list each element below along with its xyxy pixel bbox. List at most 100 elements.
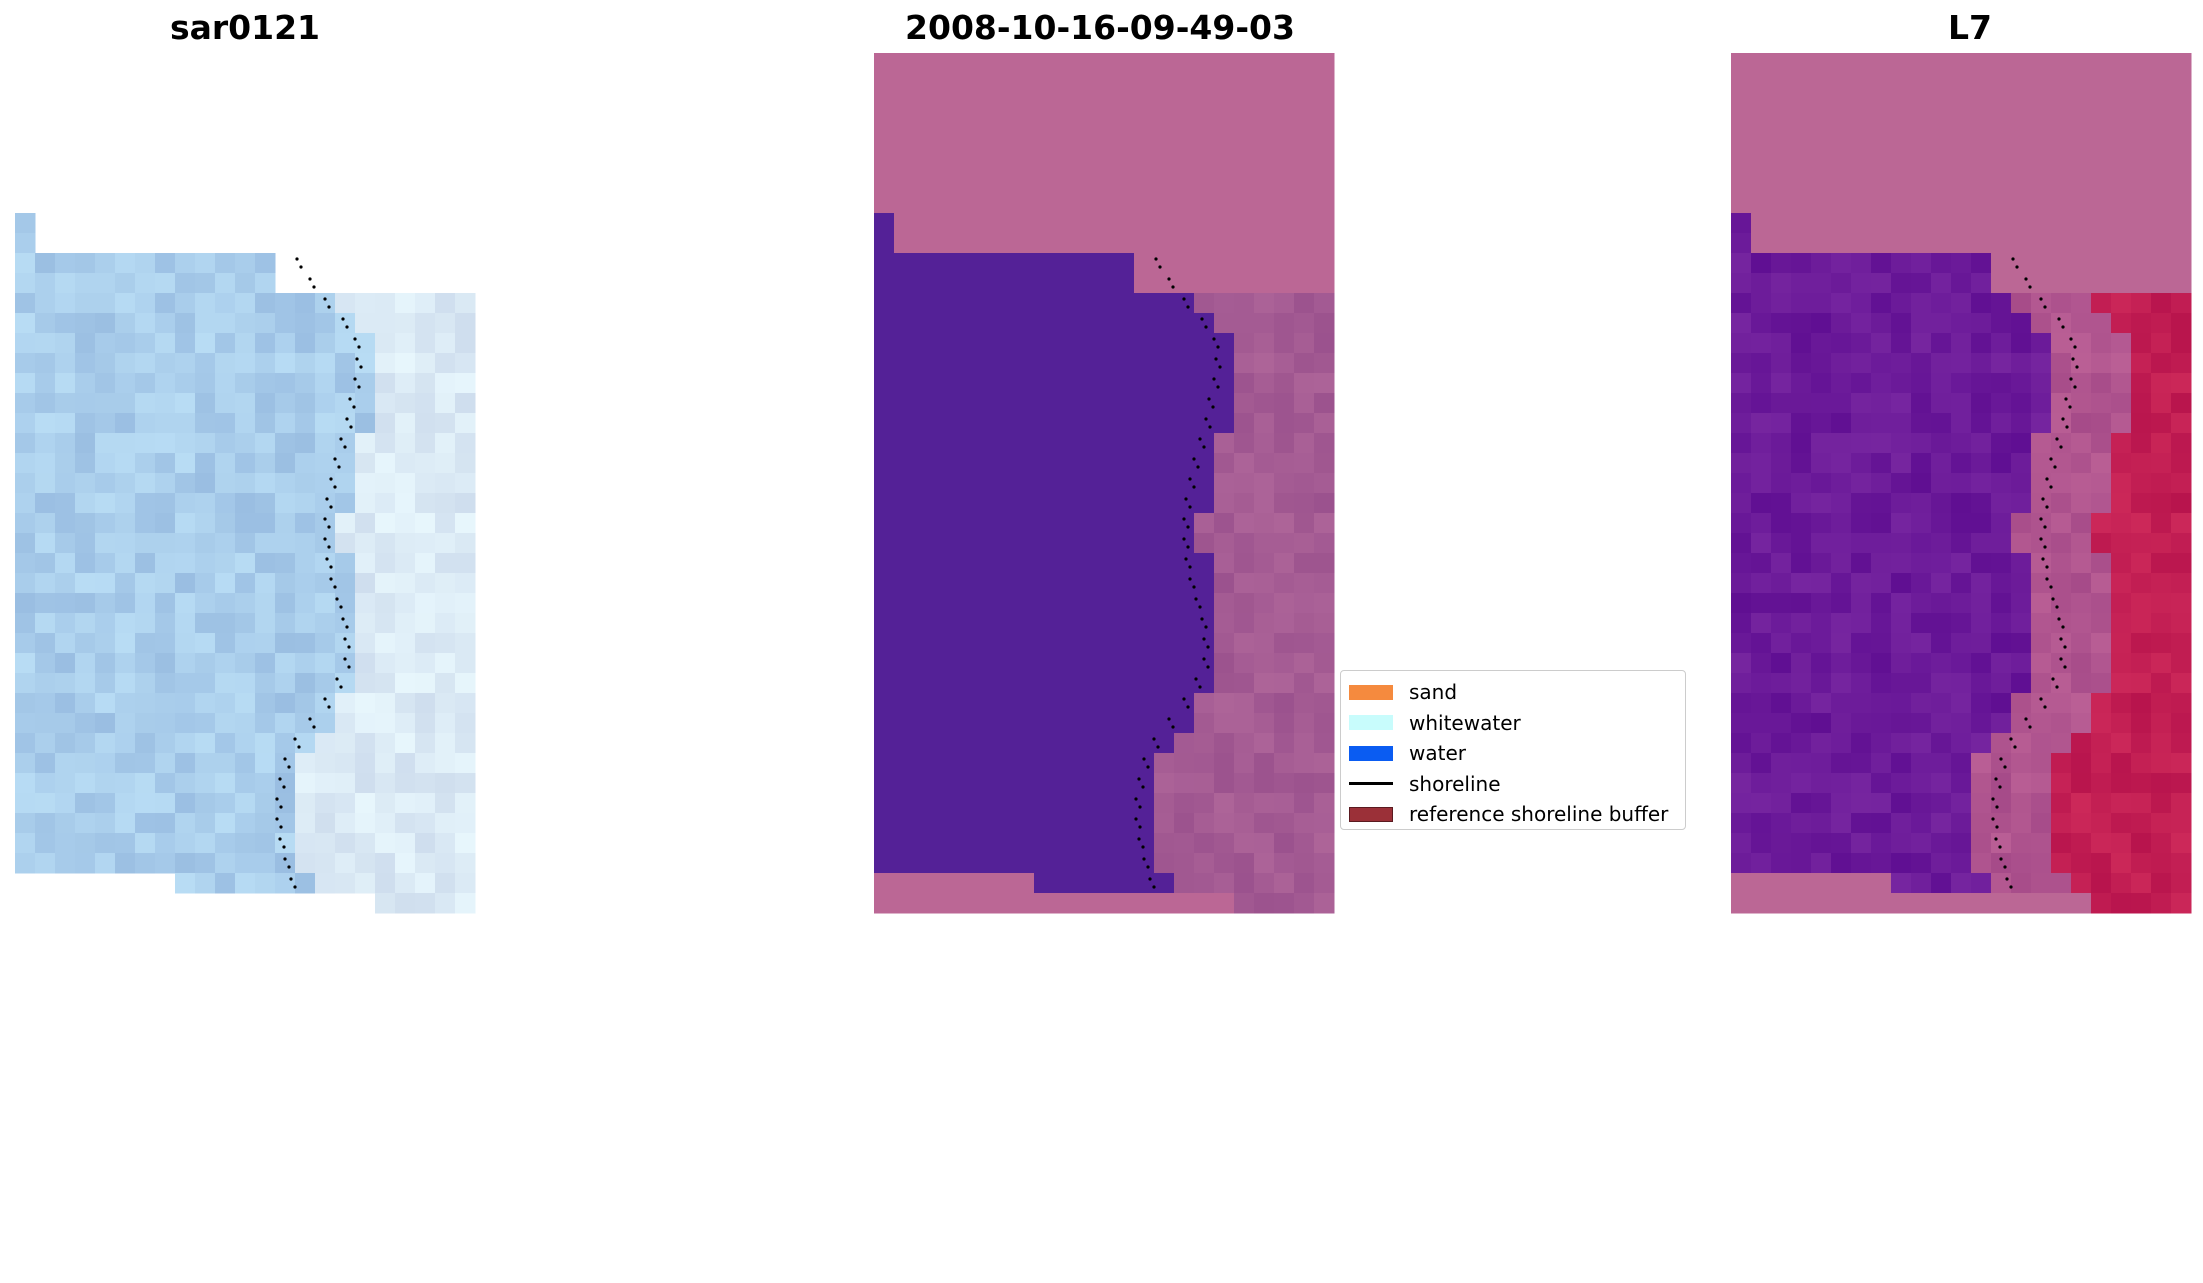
pixel-cell xyxy=(1771,893,1792,914)
pixel-cell xyxy=(315,853,336,874)
pixel-cell xyxy=(1851,733,1872,754)
pixel-cell xyxy=(1931,433,1952,454)
pixel-cell xyxy=(75,673,96,694)
pixel-cell xyxy=(115,593,136,614)
pixel-cell xyxy=(1971,153,1992,174)
pixel-cell xyxy=(1294,753,1315,774)
pixel-cell xyxy=(115,653,136,674)
pixel-cell xyxy=(1114,313,1135,334)
pixel-cell xyxy=(2051,153,2072,174)
pixel-cell xyxy=(35,353,56,374)
pixel-cell xyxy=(1254,413,1275,434)
pixel-cell xyxy=(934,653,955,674)
pixel-cell xyxy=(2011,233,2032,254)
pixel-cell xyxy=(235,693,256,714)
pixel-cell xyxy=(994,273,1015,294)
pixel-cell xyxy=(1931,813,1952,834)
pixel-cell xyxy=(1034,393,1055,414)
pixel-cell xyxy=(954,553,975,574)
pixel-cell xyxy=(1771,713,1792,734)
pixel-cell xyxy=(1871,693,1892,714)
pixel-cell xyxy=(1951,873,1972,894)
pixel-cell xyxy=(1751,693,1772,714)
pixel-cell xyxy=(914,453,935,474)
pixel-cell xyxy=(1254,313,1275,334)
pixel-cell xyxy=(1194,473,1215,494)
pixel-cell xyxy=(1234,353,1255,374)
pixel-cell xyxy=(295,413,316,434)
pixel-cell xyxy=(235,873,256,894)
pixel-cell xyxy=(2171,273,2192,294)
shoreline-point xyxy=(1142,857,1146,861)
pixel-cell xyxy=(75,473,96,494)
pixel-cell xyxy=(1731,293,1752,314)
pixel-cell xyxy=(375,353,396,374)
pixel-cell xyxy=(1234,413,1255,434)
pixel-cell xyxy=(1891,533,1912,554)
pixel-cell xyxy=(2071,653,2092,674)
pixel-cell xyxy=(1911,353,1932,374)
pixel-cell xyxy=(1991,853,2012,874)
pixel-cell xyxy=(934,553,955,574)
pixel-cell xyxy=(375,673,396,694)
pixel-cell xyxy=(1931,193,1952,214)
pixel-cell xyxy=(1851,493,1872,514)
pixel-cell xyxy=(15,433,36,454)
pixel-cell xyxy=(1094,193,1115,214)
pixel-cell xyxy=(1731,273,1752,294)
pixel-cell xyxy=(914,893,935,914)
pixel-cell xyxy=(135,673,156,694)
pixel-cell xyxy=(2111,413,2132,434)
pixel-cell xyxy=(95,353,116,374)
pixel-cell xyxy=(1194,393,1215,414)
pixel-cell xyxy=(95,533,116,554)
pixel-cell xyxy=(1891,773,1912,794)
pixel-cell xyxy=(1214,733,1235,754)
pixel-cell xyxy=(1951,213,1972,234)
pixel-cell xyxy=(1034,113,1055,134)
shoreline-point xyxy=(1146,865,1150,869)
pixel-cell xyxy=(1154,853,1175,874)
pixel-cell xyxy=(2091,373,2112,394)
pixel-cell xyxy=(1931,653,1952,674)
pixel-cell xyxy=(1034,373,1055,394)
pixel-cell xyxy=(1851,453,1872,474)
shoreline-point xyxy=(279,805,283,809)
pixel-cell xyxy=(195,373,216,394)
pixel-cell xyxy=(1851,373,1872,394)
pixel-cell xyxy=(1931,73,1952,94)
pixel-cell xyxy=(1014,193,1035,214)
pixel-cell xyxy=(375,733,396,754)
pixel-cell xyxy=(1871,53,1892,74)
pixel-cell xyxy=(155,353,176,374)
shoreline-point xyxy=(2009,737,2013,741)
pixel-cell xyxy=(2091,773,2112,794)
shoreline-point xyxy=(278,837,282,841)
pixel-cell xyxy=(2031,753,2052,774)
pixel-cell xyxy=(1134,73,1155,94)
pixel-cell xyxy=(15,313,36,334)
pixel-cell xyxy=(2051,173,2072,194)
pixel-cell xyxy=(1074,393,1095,414)
pixel-cell xyxy=(1274,113,1295,134)
pixel-cell xyxy=(1154,313,1175,334)
pixel-cell xyxy=(95,733,116,754)
pixel-cell xyxy=(1034,593,1055,614)
pixel-cell xyxy=(2031,253,2052,274)
pixel-cell xyxy=(1871,133,1892,154)
pixel-cell xyxy=(974,373,995,394)
pixel-cell xyxy=(1791,373,1812,394)
pixel-cell xyxy=(195,633,216,654)
pixel-cell xyxy=(1911,93,1932,114)
pixel-cell xyxy=(894,193,915,214)
pixel-cell xyxy=(375,613,396,634)
pixel-cell xyxy=(994,613,1015,634)
pixel-cell xyxy=(1791,493,1812,514)
pixel-cell xyxy=(55,813,76,834)
pixel-cell xyxy=(315,573,336,594)
pixel-cell xyxy=(95,773,116,794)
pixel-cell xyxy=(934,333,955,354)
pixel-cell xyxy=(335,653,356,674)
pixel-cell xyxy=(1114,873,1135,894)
pixel-cell xyxy=(335,513,356,534)
